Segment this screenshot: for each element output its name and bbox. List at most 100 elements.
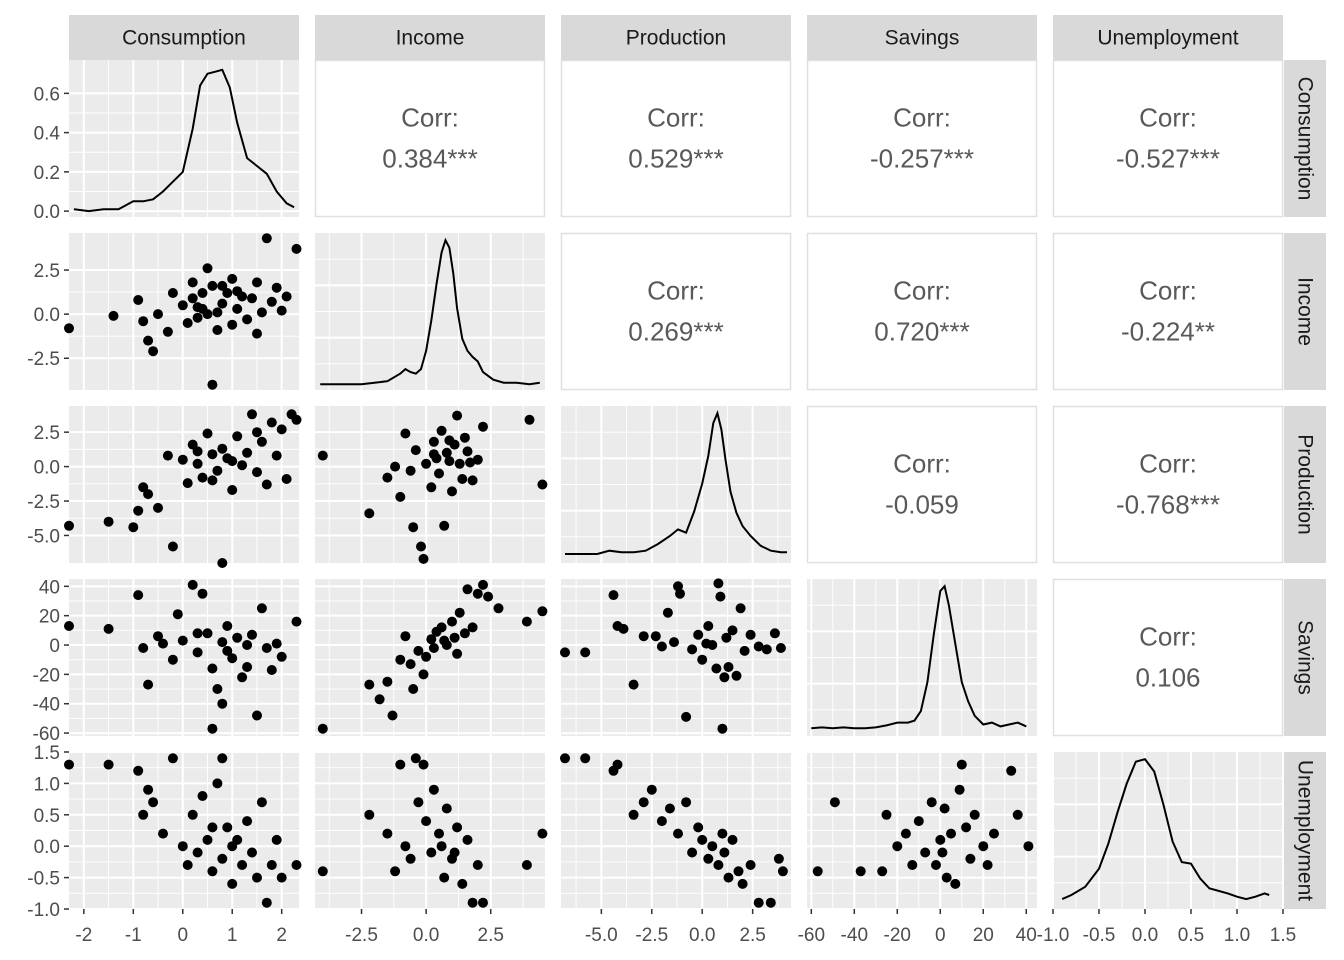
- data-point: [612, 759, 623, 770]
- panel-savings-income: [315, 579, 548, 736]
- data-point: [478, 579, 488, 590]
- data-point: [227, 653, 238, 664]
- data-point: [207, 663, 218, 674]
- data-point: [410, 445, 421, 456]
- corr-label: Corr:: [1139, 622, 1197, 652]
- data-point: [395, 491, 406, 502]
- strip-top-label-unemployment: Unemployment: [1097, 27, 1238, 50]
- data-point: [64, 520, 74, 531]
- data-point: [138, 316, 149, 327]
- data-point: [638, 631, 649, 642]
- y-tick-label: 20: [39, 607, 60, 628]
- data-point: [271, 450, 282, 461]
- data-point: [291, 243, 302, 254]
- data-point: [939, 803, 950, 814]
- corr-panel-border: [1052, 59, 1284, 218]
- data-point: [158, 828, 168, 839]
- strip-top-bg-income: [315, 15, 545, 60]
- data-point: [418, 553, 429, 564]
- data-point: [408, 684, 419, 694]
- data-point: [374, 694, 385, 705]
- data-point: [227, 273, 238, 284]
- data-point: [920, 847, 931, 858]
- data-point: [192, 847, 203, 858]
- data-point: [681, 797, 692, 808]
- data-point: [222, 645, 233, 656]
- data-point: [256, 797, 267, 808]
- corr-panel-border: [1052, 232, 1284, 391]
- x-tick-label: -2.5: [345, 925, 378, 946]
- data-point: [628, 809, 639, 820]
- data-point: [713, 860, 724, 870]
- data-point: [242, 447, 253, 458]
- data-point: [560, 647, 570, 658]
- data-point: [452, 410, 463, 421]
- data-point: [478, 421, 488, 432]
- data-point: [192, 458, 203, 469]
- panel-unemployment-production: [560, 751, 791, 910]
- corr-panel-border: [560, 59, 792, 218]
- data-point: [707, 841, 718, 852]
- data-point: [138, 809, 149, 820]
- data-point: [426, 847, 437, 858]
- panel-background: [69, 579, 299, 736]
- y-tick-label: 0.0: [34, 305, 60, 326]
- data-point: [452, 648, 463, 659]
- data-point: [457, 878, 468, 889]
- data-point: [478, 897, 488, 908]
- x-tick-label: -2: [75, 925, 92, 946]
- data-point: [701, 638, 712, 649]
- data-point: [421, 651, 432, 662]
- data-point: [177, 300, 188, 311]
- y-tick-label: -20: [33, 665, 60, 686]
- data-point: [103, 623, 114, 634]
- x-tick-label: 0: [935, 925, 946, 946]
- data-point: [187, 293, 198, 304]
- data-point: [387, 710, 398, 721]
- data-point: [829, 797, 840, 808]
- data-point: [64, 323, 74, 334]
- data-point: [703, 853, 714, 864]
- corr-value: -0.224**: [1121, 317, 1215, 347]
- data-point: [441, 447, 452, 458]
- data-point: [207, 280, 218, 291]
- data-point: [266, 296, 277, 307]
- data-point: [753, 897, 764, 908]
- data-point: [580, 647, 591, 658]
- corr-value: 0.269***: [628, 317, 723, 347]
- data-point: [521, 616, 532, 627]
- data-point: [158, 638, 168, 649]
- data-point: [271, 282, 282, 293]
- y-tick-label: 0.5: [34, 806, 60, 827]
- data-point: [207, 379, 218, 390]
- corr-label: Corr:: [647, 276, 705, 306]
- panel-savings-consumption: [64, 579, 302, 736]
- x-tick-label: 20: [973, 925, 994, 946]
- data-point: [638, 797, 649, 808]
- data-point: [256, 436, 267, 447]
- x-tick-label: -2.5: [635, 925, 668, 946]
- data-point: [675, 588, 685, 599]
- data-point: [775, 643, 786, 653]
- data-point: [449, 632, 460, 643]
- strip-right-label-unemployment: Unemployment: [1294, 760, 1317, 901]
- data-point: [133, 505, 144, 516]
- data-point: [395, 654, 406, 665]
- data-point: [656, 641, 667, 652]
- strip-top-label-production: Production: [626, 27, 726, 50]
- density-line-production: [565, 410, 787, 555]
- data-point: [434, 468, 444, 479]
- data-point: [452, 822, 463, 833]
- data-point: [217, 698, 228, 709]
- data-point: [447, 486, 457, 497]
- data-point: [153, 631, 163, 642]
- data-point: [266, 665, 277, 675]
- corr-panel-border: [806, 59, 1038, 218]
- data-point: [713, 578, 724, 589]
- data-point: [735, 603, 746, 614]
- data-point: [232, 303, 243, 314]
- data-point: [982, 860, 993, 870]
- panel-income-production: Corr: 0.269***: [560, 232, 792, 391]
- data-point: [650, 631, 661, 642]
